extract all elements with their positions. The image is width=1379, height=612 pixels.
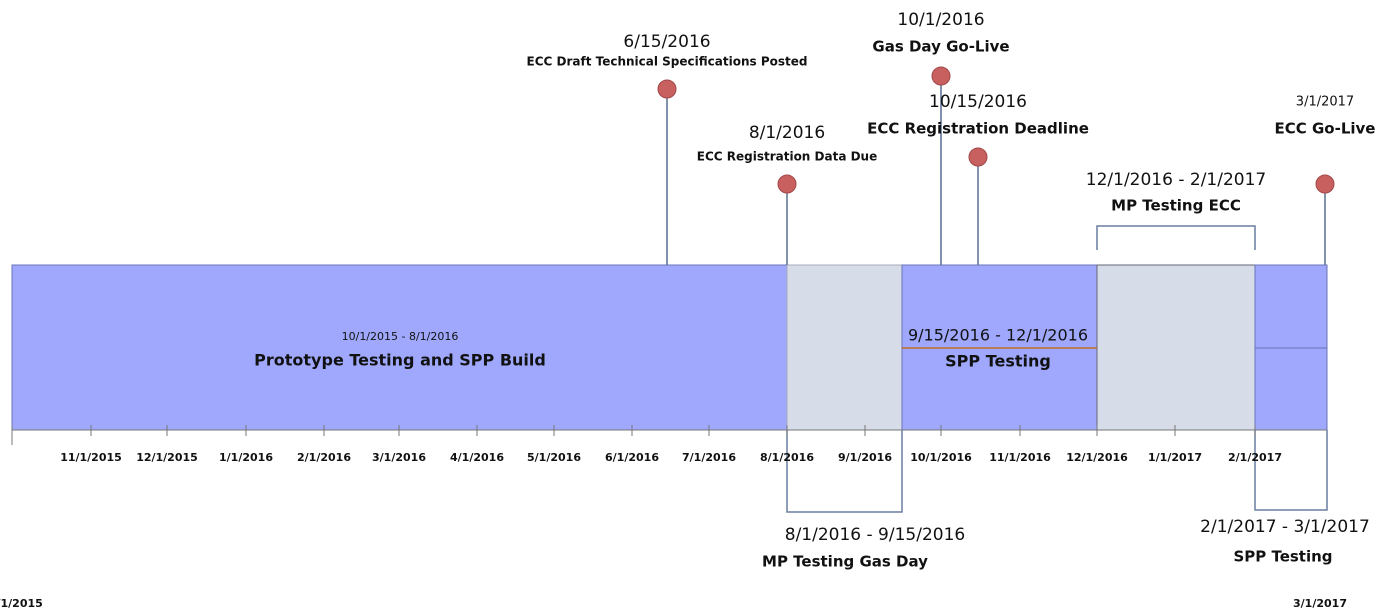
- label: 8/1/2016: [749, 123, 825, 143]
- label: ECC Registration Data Due: [697, 150, 878, 164]
- label: 10/1/2016: [897, 10, 984, 30]
- label: 2/1/2016: [297, 451, 351, 464]
- label: 3/1/2017: [1293, 597, 1347, 610]
- label: 1/1/2016: [219, 451, 273, 464]
- label: Prototype Testing and SPP Build: [254, 351, 546, 370]
- label: 8/1/2016: [760, 451, 814, 464]
- label: 7/1/2016: [682, 451, 736, 464]
- pin: [657, 79, 677, 99]
- label: 12/1/2016 - 2/1/2017: [1086, 170, 1266, 190]
- brackets: [786, 225, 1328, 513]
- pin: [968, 147, 988, 167]
- label: 12/1/2015: [136, 451, 198, 464]
- label: 3/1/2017: [1296, 95, 1354, 110]
- label: ECC Registration Deadline: [867, 120, 1089, 138]
- label: MP Testing Gas Day: [762, 553, 928, 571]
- segment: [786, 264, 903, 431]
- label: 10/1/2015: [0, 597, 43, 610]
- label: SPP Testing: [1233, 548, 1332, 566]
- pin: [1315, 174, 1335, 194]
- label: SPP Testing: [945, 352, 1051, 371]
- label: Gas Day Go-Live: [872, 38, 1009, 56]
- pin: [777, 174, 797, 194]
- label: 10/1/2016: [910, 451, 972, 464]
- label: 11/1/2015: [60, 451, 122, 464]
- label: 6/15/2016: [623, 32, 710, 52]
- label: 12/1/2016: [1066, 451, 1128, 464]
- label: 9/15/2016 - 12/1/2016: [908, 326, 1088, 345]
- label: 11/1/2016: [989, 451, 1051, 464]
- label: 10/15/2016: [929, 92, 1027, 112]
- label: 10/1/2015 - 8/1/2016: [342, 330, 459, 343]
- segment: [1096, 264, 1256, 431]
- label: 8/1/2016 - 9/15/2016: [785, 525, 965, 545]
- label: 6/1/2016: [605, 451, 659, 464]
- label: 5/1/2016: [527, 451, 581, 464]
- label: ECC Go-Live: [1275, 120, 1376, 138]
- segment: [11, 264, 788, 431]
- label: 2/1/2017: [1228, 451, 1282, 464]
- pin: [931, 66, 951, 86]
- label: ECC Draft Technical Specifications Poste…: [527, 55, 808, 69]
- label: 9/1/2016: [838, 451, 892, 464]
- label: 2/1/2017 - 3/1/2017: [1200, 517, 1370, 537]
- label: 1/1/2017: [1148, 451, 1202, 464]
- label: MP Testing ECC: [1111, 197, 1241, 215]
- label: 3/1/2016: [372, 451, 426, 464]
- label: 4/1/2016: [450, 451, 504, 464]
